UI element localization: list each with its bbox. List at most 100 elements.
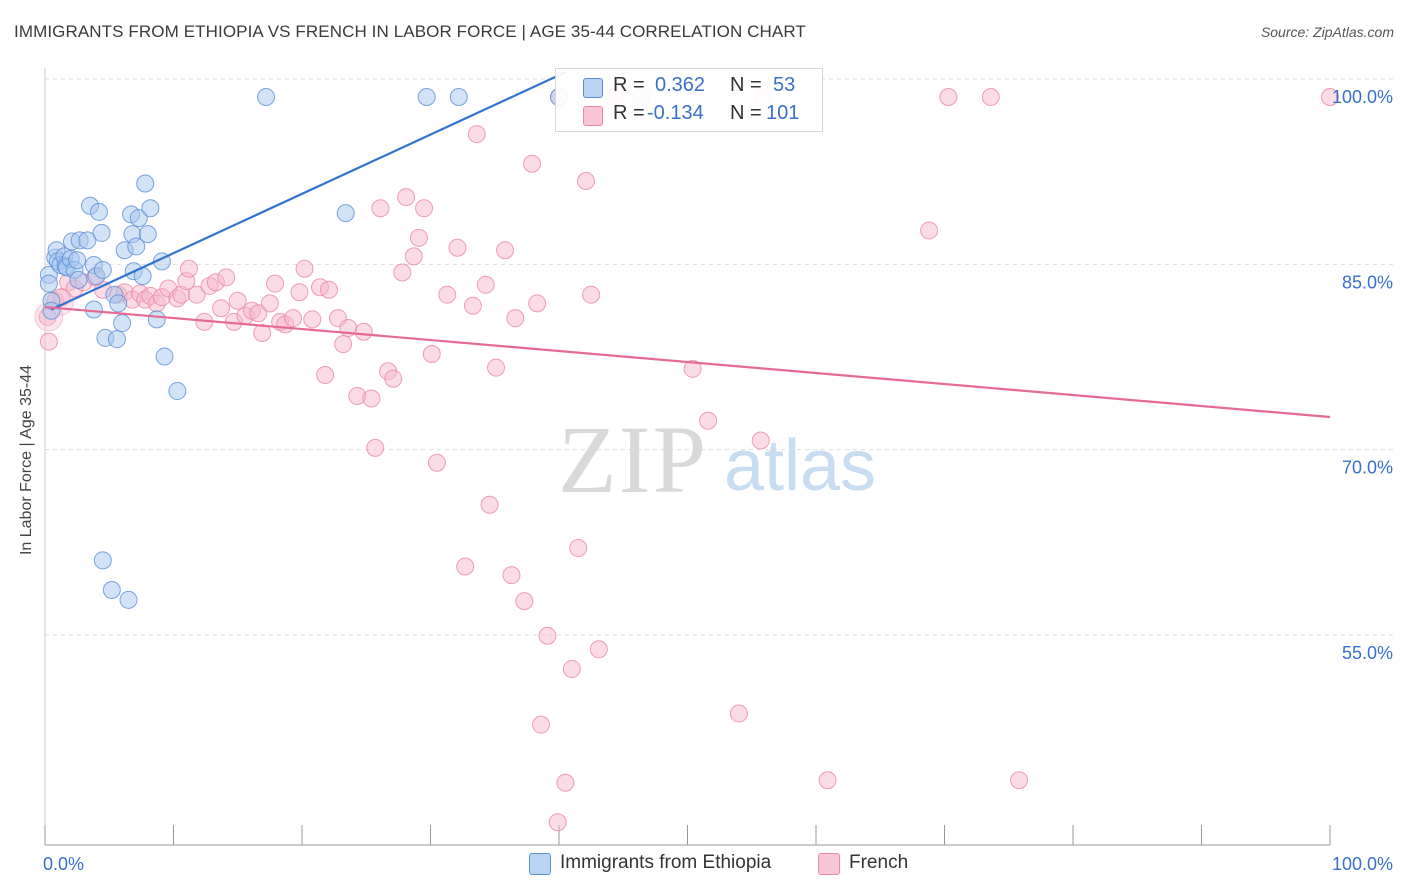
french-point[interactable] — [448, 238, 467, 257]
french-point[interactable] — [699, 411, 718, 430]
french-point[interactable] — [1321, 88, 1339, 106]
french-point[interactable] — [393, 263, 412, 282]
legend-r-label: R = — [613, 102, 645, 124]
y-tick-label: 55.0% — [1342, 643, 1393, 663]
ethiopia-point[interactable] — [84, 300, 103, 319]
ethiopia-trend-line — [50, 71, 566, 311]
ethiopia-point[interactable] — [69, 270, 88, 289]
french-point[interactable] — [295, 259, 314, 278]
french-point[interactable] — [523, 154, 542, 173]
ethiopia-point[interactable] — [141, 199, 160, 218]
french-point[interactable] — [528, 294, 547, 313]
ethiopia-point[interactable] — [109, 294, 128, 313]
ethiopia-point[interactable] — [78, 231, 97, 250]
french-point[interactable] — [427, 453, 446, 472]
french-point[interactable] — [476, 275, 495, 294]
french-point[interactable] — [496, 241, 515, 260]
french-point[interactable] — [228, 291, 247, 310]
french-point[interactable] — [582, 285, 601, 304]
watermark: ZIP atlas — [558, 406, 876, 513]
french-trend-line — [44, 305, 1331, 419]
french-point[interactable] — [502, 566, 521, 585]
french-point[interactable] — [290, 283, 309, 302]
french-point[interactable] — [404, 247, 423, 266]
french-point[interactable] — [284, 309, 303, 328]
legend-swatch-french — [818, 853, 840, 875]
french-point[interactable] — [818, 771, 837, 790]
french-point[interactable] — [1010, 771, 1029, 790]
french-point[interactable] — [981, 88, 1000, 106]
french-point[interactable] — [39, 332, 58, 351]
french-point[interactable] — [569, 538, 588, 557]
ethiopia-point[interactable] — [89, 202, 108, 221]
ethiopia-point[interactable] — [93, 260, 112, 279]
ethiopia-point[interactable] — [39, 274, 58, 293]
french-point[interactable] — [456, 557, 475, 576]
ethiopia-point[interactable] — [417, 88, 436, 106]
french-point[interactable] — [683, 359, 702, 378]
french-point[interactable] — [366, 438, 385, 457]
french-point[interactable] — [556, 773, 575, 792]
ethiopia-point[interactable] — [68, 251, 87, 270]
french-point[interactable] — [249, 304, 268, 323]
french-point[interactable] — [303, 310, 322, 329]
ethiopia-point[interactable] — [42, 301, 61, 320]
french-point[interactable] — [187, 285, 206, 304]
legend-row-ethiopia: R = 0.362 N = 53 — [556, 72, 822, 100]
ethiopia-point[interactable] — [168, 382, 187, 401]
ethiopia-point[interactable] — [147, 310, 166, 329]
ethiopia-point[interactable] — [257, 88, 276, 106]
french-point[interactable] — [562, 660, 581, 679]
ethiopia-point[interactable] — [92, 223, 111, 242]
ethiopia-point[interactable] — [138, 225, 157, 244]
french-point[interactable] — [415, 199, 434, 218]
french-point[interactable] — [397, 188, 416, 207]
ethiopia-point[interactable] — [93, 551, 112, 570]
french-point[interactable] — [422, 344, 441, 363]
french-point[interactable] — [589, 640, 608, 659]
french-point[interactable] — [548, 813, 567, 832]
french-point[interactable] — [354, 322, 373, 341]
ethiopia-point[interactable] — [102, 580, 121, 599]
french-point[interactable] — [316, 366, 335, 384]
french-point[interactable] — [729, 704, 748, 723]
french-point[interactable] — [371, 199, 390, 218]
french-point[interactable] — [384, 369, 403, 388]
french-point[interactable] — [467, 125, 486, 144]
ethiopia-point[interactable] — [113, 314, 132, 333]
french-point[interactable] — [179, 259, 198, 278]
ethiopia-point[interactable] — [127, 237, 146, 256]
ethiopia-point[interactable] — [136, 174, 155, 193]
french-point[interactable] — [212, 299, 231, 318]
french-point[interactable] — [253, 323, 272, 342]
french-point[interactable] — [217, 268, 236, 287]
french-point[interactable] — [409, 228, 428, 247]
french-point[interactable] — [362, 389, 381, 408]
y-tick-label: 70.0% — [1342, 458, 1393, 478]
ethiopia-point[interactable] — [107, 330, 126, 349]
french-point[interactable] — [506, 309, 525, 328]
french-point[interactable] — [576, 172, 595, 191]
french-point[interactable] — [463, 296, 482, 315]
french-point[interactable] — [260, 294, 279, 313]
ethiopia-point[interactable] — [129, 209, 148, 228]
ethiopia-point[interactable] — [119, 590, 138, 609]
french-point[interactable] — [939, 88, 958, 106]
tick-labels: 55.0% 70.0% 85.0% 100.0% 0.0% 100.0% — [43, 87, 1393, 874]
french-point[interactable] — [515, 592, 534, 611]
legend-r-label: R = — [613, 74, 645, 96]
french-point[interactable] — [538, 626, 557, 645]
french-point[interactable] — [334, 335, 353, 354]
french-point[interactable] — [266, 274, 285, 293]
french-point[interactable] — [319, 280, 338, 299]
ethiopia-points — [39, 88, 568, 609]
french-point[interactable] — [920, 221, 939, 240]
ethiopia-point[interactable] — [155, 347, 174, 366]
ethiopia-point[interactable] — [336, 204, 355, 223]
french-point[interactable] — [438, 285, 457, 304]
french-point[interactable] — [532, 715, 551, 734]
french-point[interactable] — [487, 358, 506, 377]
french-point[interactable] — [751, 431, 770, 450]
ethiopia-point[interactable] — [449, 88, 468, 106]
french-point[interactable] — [480, 495, 499, 514]
